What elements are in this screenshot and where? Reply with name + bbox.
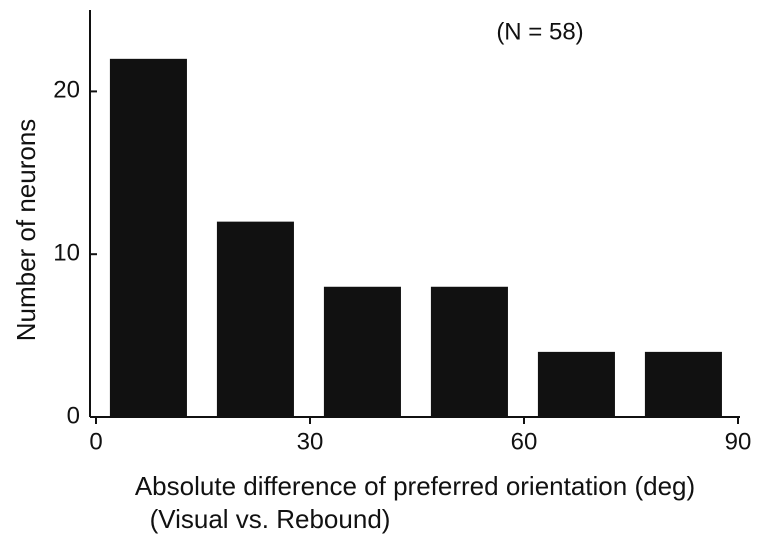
x-tick-label: 0 [89, 428, 102, 455]
y-tick-label: 10 [53, 240, 80, 267]
x-tick-label: 90 [725, 428, 752, 455]
bar [109, 58, 187, 418]
bar [644, 351, 722, 417]
x-tick-label: 30 [297, 428, 324, 455]
y-tick-label: 20 [53, 77, 80, 104]
bar [537, 351, 615, 417]
x-axis-label: (Visual vs. Rebound) [150, 504, 391, 534]
x-tick-label: 60 [511, 428, 538, 455]
bar [430, 286, 508, 417]
bar [216, 221, 294, 417]
annotation: (N = 58) [496, 18, 583, 45]
y-tick-label: 0 [67, 402, 80, 429]
y-axis-label: Number of neurons [11, 119, 41, 342]
bar [323, 286, 401, 417]
x-axis-label: Absolute difference of preferred orienta… [135, 471, 695, 501]
